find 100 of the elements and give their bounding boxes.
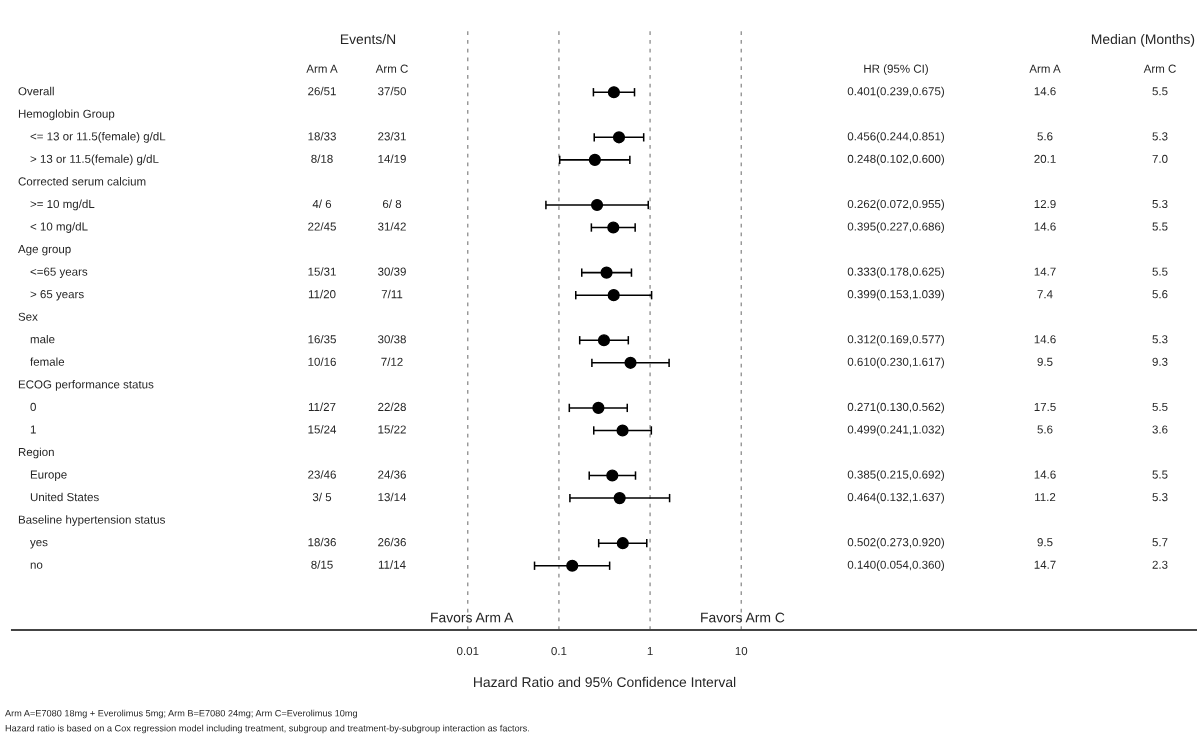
annotation: 2.3 [1152, 560, 1168, 569]
annotation: 30/39 [378, 267, 406, 276]
annotation: 7.0 [1152, 154, 1168, 163]
text: Favors Arm C [701, 612, 785, 623]
annotation: 26/51 [308, 86, 336, 96]
text: HR (95% CI) [864, 64, 928, 76]
annotation: 9.5 [1037, 538, 1053, 547]
y-tick-label: male [30, 334, 55, 344]
annotation: 4/ 6 [312, 199, 332, 209]
text: Favors Arm A [431, 612, 514, 623]
annotation: 0.499(0.241,1.032) [847, 425, 944, 436]
y-tick-label: United States [30, 492, 99, 502]
text: Arm A=E7080 18mg + Everolimus 5mg; Arm B=E7080 24mg; Arm C=Everolimus 10mg [5, 709, 357, 719]
annotation: 6/ 8 [382, 199, 402, 209]
y-tick-label: 0 [30, 402, 36, 411]
annotation: 23/31 [378, 131, 406, 141]
annotation: 14.6 [1034, 335, 1056, 344]
point [588, 153, 601, 166]
point [592, 401, 605, 414]
annotation: 23/46 [308, 470, 336, 479]
annotation: 5.3 [1152, 493, 1168, 502]
annotation: 3.6 [1152, 425, 1168, 434]
annotation: 3/ 5 [312, 492, 332, 502]
annotation: 26/36 [378, 537, 406, 547]
y-tick-label: Corrected serum calcium [18, 177, 146, 186]
annotation: 30/38 [378, 334, 406, 344]
y-tick-label: Sex [18, 312, 38, 321]
annotation: 0.385(0.215,0.692) [847, 470, 944, 481]
annotation: 11/20 [308, 289, 336, 299]
annotation: 14.7 [1034, 267, 1056, 276]
annotation: 22/45 [308, 222, 336, 231]
annotation: 0.333(0.178,0.625) [847, 267, 944, 278]
annotation: 18/36 [308, 537, 336, 547]
point [616, 424, 629, 437]
annotation: 8/18 [311, 154, 333, 163]
y-tick-label: Hemoglobin Group [18, 109, 115, 121]
x-axis-title: Hazard Ratio and 95% Confidence Interval [474, 676, 736, 688]
annotation: 17.5 [1034, 402, 1056, 411]
annotation: 0.464(0.132,1.637) [847, 492, 944, 504]
annotation: 0.248(0.102,0.600) [847, 154, 944, 166]
x-tick-label: 1 [647, 647, 653, 656]
annotation: 15/31 [308, 267, 336, 276]
annotation: 5.5 [1152, 87, 1168, 96]
annotation: 9.3 [1152, 357, 1168, 366]
annotation: 11.2 [1035, 493, 1056, 502]
annotation: 0.140(0.054,0.360) [847, 560, 944, 572]
y-tick-label: ECOG performance status [18, 379, 154, 391]
point [612, 131, 626, 144]
x-tick-label: 0.1 [551, 646, 567, 656]
annotation: 16/35 [308, 334, 336, 344]
annotation: 7/12 [381, 357, 403, 366]
annotation: 5.6 [1152, 290, 1168, 299]
annotation: 5.6 [1037, 425, 1053, 434]
annotation: 5.5 [1152, 470, 1168, 479]
y-tick-label: Age group [18, 245, 71, 256]
text: Events/N [340, 33, 396, 45]
x-tick-label: 0.01 [457, 646, 479, 656]
point [590, 198, 604, 212]
annotation: 18/33 [308, 131, 336, 141]
annotation: 11/14 [378, 560, 406, 569]
y-tick-label: > 65 years [30, 290, 84, 301]
annotation: 14.6 [1034, 222, 1056, 231]
annotation: 5.6 [1037, 132, 1053, 141]
y-tick-label: 1 [30, 425, 36, 434]
y-tick-label: >= 10 mg/dL [30, 199, 95, 211]
y-tick-label: Region [18, 447, 54, 459]
y-tick-label: female [30, 357, 65, 366]
annotation: 14.6 [1034, 87, 1056, 96]
annotation: 12.9 [1034, 199, 1056, 209]
point [616, 537, 629, 550]
annotation: 0.610(0.230,1.617) [847, 357, 944, 369]
annotation: 0.312(0.169,0.577) [847, 334, 944, 346]
annotation: 31/42 [378, 222, 406, 231]
annotation: 20.1 [1034, 154, 1056, 163]
y-tick-label: > 13 or 11.5(female) g/dL [30, 154, 159, 166]
annotation: 0.401(0.239,0.675) [847, 86, 944, 98]
annotation: 0.502(0.273,0.920) [847, 537, 944, 549]
y-tick-label: yes [30, 539, 48, 549]
annotation: 0.262(0.072,0.955) [847, 199, 944, 211]
text: Arm A [306, 64, 338, 73]
annotation: 37/50 [378, 86, 406, 96]
point [607, 86, 620, 99]
annotation: 13/14 [378, 492, 407, 502]
annotation: 0.395(0.227,0.686) [847, 222, 944, 233]
annotation: 5.3 [1152, 199, 1168, 209]
annotation: 8/15 [311, 560, 333, 569]
text: Hazard ratio is based on a Cox regression model including treatment, subgroup and treatment-by-subgroup interaction as factors. [5, 724, 529, 734]
annotation: 5.5 [1152, 222, 1168, 231]
annotation: 14/19 [378, 154, 406, 163]
y-tick-label: no [30, 562, 43, 569]
annotation: 14.6 [1034, 470, 1056, 479]
annotation: 5.3 [1152, 132, 1168, 141]
annotation: 0.271(0.130,0.562) [847, 402, 944, 414]
annotation: 5.5 [1152, 267, 1168, 276]
annotation: 0.456(0.244,0.851) [847, 131, 944, 143]
text: Arm C [1143, 64, 1176, 73]
y-tick-label: <=65 years [30, 267, 88, 278]
point [597, 334, 611, 347]
point [607, 289, 620, 302]
y-tick-label: Overall [18, 86, 54, 96]
